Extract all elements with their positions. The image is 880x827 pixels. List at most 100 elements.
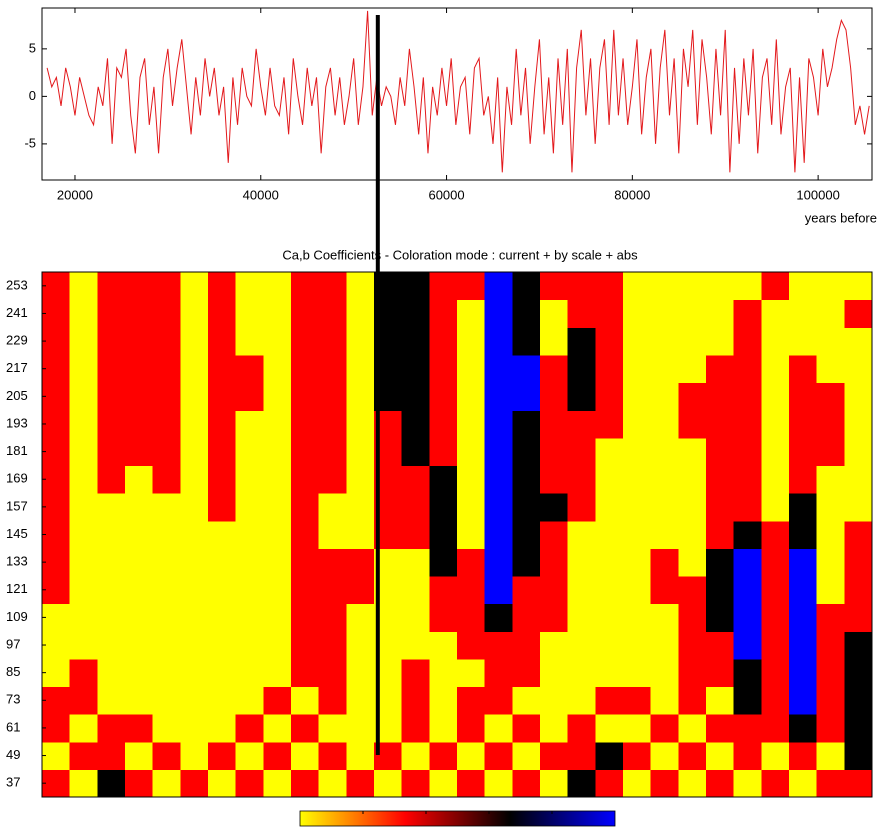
heatmap-cell: [484, 299, 513, 328]
heatmap-cell: [678, 493, 707, 522]
heatmap-cell: [180, 658, 209, 688]
heatmap-cell: [346, 493, 375, 522]
heatmap-cell: [429, 631, 458, 660]
heatmap-cell: [346, 327, 375, 356]
heatmap-cell: [595, 272, 624, 301]
heatmap-cell: [97, 658, 126, 688]
heatmap-cell: [318, 603, 347, 632]
heatmap-cell: [456, 520, 486, 549]
heatmap-cell: [816, 382, 845, 411]
heatmap-cell: [678, 658, 707, 688]
heatmap-cell: [567, 769, 596, 798]
heatmap-cell: [595, 548, 624, 577]
heatmap-cell: [456, 686, 486, 715]
heatmap-cell: [761, 714, 790, 743]
heatmap-cell: [539, 686, 569, 715]
y-tick-label: 133: [6, 554, 28, 569]
heatmap-cell: [207, 410, 237, 439]
heatmap-cell: [484, 382, 513, 411]
heatmap-cell: [816, 575, 845, 605]
heatmap-cell: [346, 575, 375, 605]
heatmap-cell: [401, 382, 430, 411]
heatmap-cell: [346, 769, 375, 798]
heatmap-cell: [733, 714, 762, 743]
heatmap-cell: [539, 465, 569, 494]
heatmap-cell: [456, 327, 486, 356]
heatmap-cell: [484, 272, 513, 301]
heatmap-cell: [69, 769, 98, 798]
heatmap-cell: [539, 631, 569, 660]
y-tick-label: 109: [6, 609, 28, 624]
heatmap-cell: [235, 354, 264, 384]
heatmap-cell: [456, 410, 486, 439]
heatmap-cell: [69, 631, 98, 660]
heatmap-cell: [761, 769, 790, 798]
heatmap-cell: [816, 769, 845, 798]
heatmap-cell: [512, 382, 541, 411]
heatmap-cell: [567, 410, 596, 439]
heatmap-cell: [125, 410, 154, 439]
heatmap-cell: [401, 299, 430, 328]
heatmap-cell: [42, 658, 71, 688]
heatmap-cell: [429, 382, 458, 411]
heatmap-cell: [318, 410, 347, 439]
heatmap-cell: [705, 354, 735, 384]
heatmap-cell: [844, 354, 873, 384]
heatmap-cell: [761, 631, 790, 660]
heatmap-cell: [97, 493, 126, 522]
heatmap-cell: [401, 575, 430, 605]
heatmap-cell: [290, 354, 320, 384]
heatmap-cell: [42, 354, 71, 384]
heatmap-cell: [705, 520, 735, 549]
heatmap-cell: [539, 327, 569, 356]
heatmap-cell: [235, 548, 264, 577]
heatmap-cell: [622, 410, 652, 439]
heatmap-cell: [42, 714, 71, 743]
heatmap-cell: [567, 603, 596, 632]
x-tick-label: 80000: [614, 187, 650, 202]
heatmap-cell: [844, 272, 873, 301]
heatmap-cell: [622, 631, 652, 660]
heatmap-cell: [456, 299, 486, 328]
heatmap-cell: [733, 410, 762, 439]
heatmap-cell: [152, 631, 181, 660]
heatmap-cell: [318, 741, 347, 770]
heatmap-cell: [484, 575, 513, 605]
heatmap-cell: [318, 465, 347, 494]
heatmap-cell: [595, 575, 624, 605]
heatmap-cell: [180, 741, 209, 770]
heatmap-cell: [290, 437, 320, 467]
heatmap-cell: [263, 548, 292, 577]
heatmap-cell: [69, 382, 98, 411]
data-line: [46, 10, 870, 173]
heatmap-cell: [650, 410, 679, 439]
heatmap-cell: [595, 465, 624, 494]
heatmap-cell: [733, 603, 762, 632]
heatmap-cell: [761, 741, 790, 770]
colorbar: [299, 810, 616, 827]
heatmap-cell: [484, 354, 513, 384]
heatmap-cell: [705, 603, 735, 632]
heatmap-cell: [678, 741, 707, 770]
heatmap-cell: [705, 769, 735, 798]
heatmap-cell: [484, 769, 513, 798]
y-tick-label: 157: [6, 498, 28, 513]
heatmap-cell: [97, 548, 126, 577]
heatmap-cell: [125, 354, 154, 384]
y-tick-label: 217: [6, 360, 28, 375]
heatmap-cell: [788, 658, 818, 688]
heatmap-cell: [42, 299, 71, 328]
heatmap-cell: [512, 769, 541, 798]
heatmap-cell: [290, 714, 320, 743]
heatmap-cell: [207, 327, 237, 356]
heatmap-cell: [429, 299, 458, 328]
heatmap-cell: [595, 769, 624, 798]
heatmap-cell: [235, 382, 264, 411]
heatmap-cell: [705, 437, 735, 467]
heatmap-cell: [152, 603, 181, 632]
heatmap-cell: [512, 410, 541, 439]
heatmap-cell: [42, 272, 71, 301]
heatmap-cell: [207, 354, 237, 384]
heatmap-cell: [69, 272, 98, 301]
